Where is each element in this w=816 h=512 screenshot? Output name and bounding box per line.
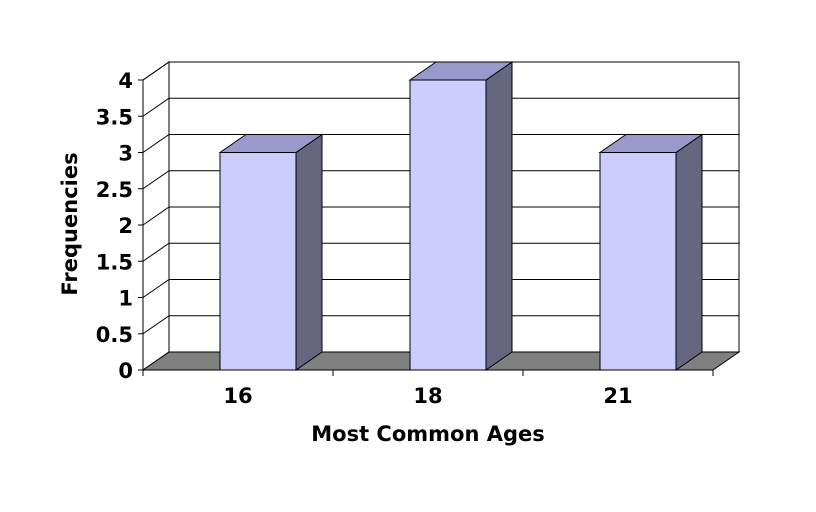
x-tick-label: 16 (223, 384, 252, 408)
y-tick-label: 0.5 (96, 323, 133, 347)
y-tick-label: 0 (118, 359, 133, 383)
gridline (142, 315, 739, 335)
bar (598, 133, 704, 371)
gridline (142, 242, 739, 262)
gridlines (138, 61, 739, 371)
bar-side (485, 61, 513, 371)
gridline (142, 279, 739, 298)
y-tick-label: 3 (118, 142, 133, 166)
gridline (142, 97, 739, 117)
y-axis-title: Frequencies (58, 152, 82, 295)
x-tick-label: 18 (413, 384, 442, 408)
bar-top (218, 134, 324, 153)
bar-front (599, 152, 677, 371)
gridline (142, 170, 739, 190)
bars (218, 61, 704, 371)
x-axis-title: Most Common Ages (311, 422, 545, 446)
bar-top (598, 134, 704, 153)
y-tick-label: 2 (118, 214, 133, 238)
bar (408, 61, 514, 371)
y-tick-label: 2.5 (96, 178, 133, 202)
bar-front (409, 79, 487, 371)
gridline (142, 134, 739, 153)
y-tick-label: 1.5 (96, 250, 133, 274)
y-tick-label: 3.5 (96, 105, 133, 129)
y-tick-labels: 0 0.5 1 1.5 2 2.5 3 3.5 4 (96, 69, 133, 383)
gridline (142, 206, 739, 226)
x-tick-label: 21 (603, 384, 632, 408)
bar-front (219, 152, 297, 371)
y-tick-label: 4 (118, 69, 133, 93)
bar-side (675, 133, 703, 371)
gridline (142, 61, 739, 81)
x-tick-labels: 16 18 21 (223, 384, 632, 408)
bar-side (295, 133, 323, 371)
y-tick-label: 1 (118, 287, 133, 311)
bar (218, 133, 324, 371)
bar-top (408, 61, 514, 81)
